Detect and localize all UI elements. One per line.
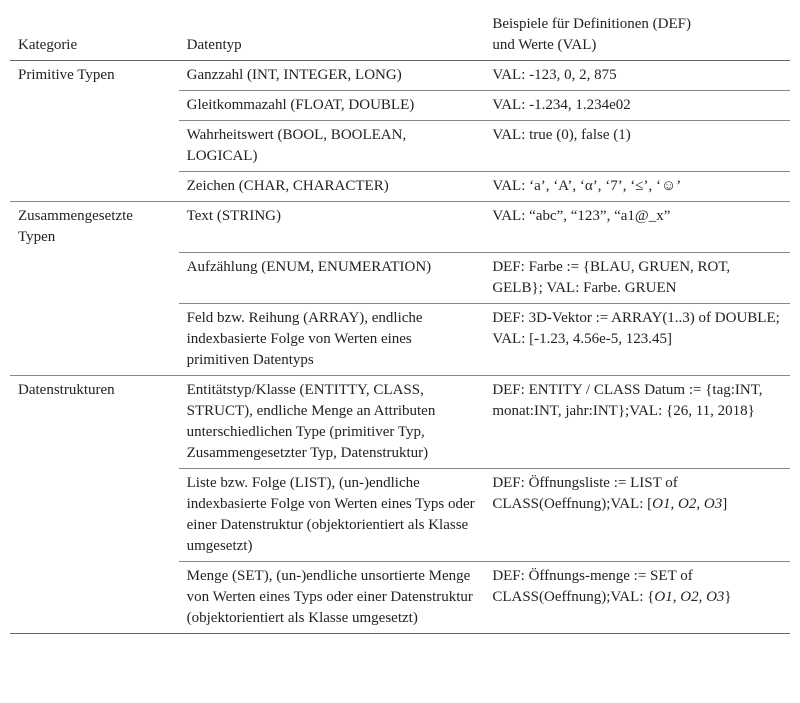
- cell-datentyp: Liste bzw. Folge (LIST), (un-)endliche i…: [179, 468, 485, 561]
- cell-kategorie: Datenstrukturen: [10, 375, 179, 468]
- table-row: DatenstrukturenEntitätstyp/Klasse (ENTIT…: [10, 375, 790, 468]
- cell-kategorie: Primitive Typen: [10, 61, 179, 91]
- col-header-datentyp: Datentyp: [179, 10, 485, 61]
- table-row: Liste bzw. Folge (LIST), (un-)endliche i…: [10, 468, 790, 561]
- cell-beispiele: VAL: -1.234, 1.234e02: [484, 91, 790, 121]
- col-header-kategorie: Kategorie: [10, 10, 179, 61]
- table-row: Feld bzw. Reihung (ARRAY), endliche inde…: [10, 303, 790, 375]
- table-row: Zusammengesetzte TypenText (STRING)VAL: …: [10, 202, 790, 253]
- cell-datentyp: Gleitkommazahl (FLOAT, DOUBLE): [179, 91, 485, 121]
- cell-beispiele: VAL: true (0), false (1): [484, 121, 790, 172]
- cell-beispiele: DEF: 3D-Vektor := ARRAY(1..3) of DOUBLE;…: [484, 303, 790, 375]
- cell-kategorie: [10, 252, 179, 303]
- cell-beispiele: VAL: “abc”, “123”, “a1@_x”: [484, 202, 790, 253]
- table-row: Zeichen (CHAR, CHARACTER)VAL: ‘a’, ‘A’, …: [10, 172, 790, 202]
- cell-kategorie: Zusammengesetzte Typen: [10, 202, 179, 253]
- cell-kategorie: [10, 303, 179, 375]
- cell-beispiele: DEF: Öffnungs-menge := SET of CLASS(Oeff…: [484, 561, 790, 633]
- cell-datentyp: Ganzzahl (INT, INTEGER, LONG): [179, 61, 485, 91]
- cell-datentyp: Text (STRING): [179, 202, 485, 253]
- cell-datentyp: Aufzählung (ENUM, ENUMERATION): [179, 252, 485, 303]
- cell-kategorie: [10, 121, 179, 172]
- table-body: Primitive TypenGanzzahl (INT, INTEGER, L…: [10, 61, 790, 634]
- table-row: Wahrheitswert (BOOL, BOOLEAN, LOGICAL)VA…: [10, 121, 790, 172]
- cell-kategorie: [10, 561, 179, 633]
- table-header-row: Kategorie Datentyp Beispiele für Definit…: [10, 10, 790, 61]
- table-row: Aufzählung (ENUM, ENUMERATION)DEF: Farbe…: [10, 252, 790, 303]
- cell-datentyp: Entitätstyp/Klasse (ENTITTY, CLASS, STRU…: [179, 375, 485, 468]
- cell-beispiele: DEF: ENTITY / CLASS Datum := {tag:INT, m…: [484, 375, 790, 468]
- cell-datentyp: Menge (SET), (un-)endliche unsortierte M…: [179, 561, 485, 633]
- cell-beispiele: DEF: Öffnungsliste := LIST of CLASS(Oeff…: [484, 468, 790, 561]
- cell-beispiele: DEF: Farbe := {BLAU, GRUEN, ROT, GELB}; …: [484, 252, 790, 303]
- cell-beispiele: VAL: -123, 0, 2, 875: [484, 61, 790, 91]
- table-row: Primitive TypenGanzzahl (INT, INTEGER, L…: [10, 61, 790, 91]
- cell-kategorie: [10, 172, 179, 202]
- col-header-beispiele: Beispiele für Definitionen (DEF) und Wer…: [484, 10, 790, 61]
- col-header-datentyp-label: Datentyp: [187, 37, 242, 53]
- cell-beispiele: VAL: ‘a’, ‘A’, ‘α’, ‘7’, ‘≤’, ‘☺’: [484, 172, 790, 202]
- cell-kategorie: [10, 468, 179, 561]
- cell-kategorie: [10, 91, 179, 121]
- col-header-kategorie-label: Kategorie: [18, 37, 77, 53]
- table-row: Gleitkommazahl (FLOAT, DOUBLE)VAL: -1.23…: [10, 91, 790, 121]
- col-header-beispiele-line1: Beispiele für Definitionen (DEF): [492, 16, 691, 32]
- datentyp-table: Kategorie Datentyp Beispiele für Definit…: [10, 10, 790, 634]
- table-row: Menge (SET), (un-)endliche unsortierte M…: [10, 561, 790, 633]
- cell-datentyp: Feld bzw. Reihung (ARRAY), endliche inde…: [179, 303, 485, 375]
- cell-datentyp: Zeichen (CHAR, CHARACTER): [179, 172, 485, 202]
- cell-datentyp: Wahrheitswert (BOOL, BOOLEAN, LOGICAL): [179, 121, 485, 172]
- col-header-beispiele-line2: und Werte (VAL): [492, 37, 596, 53]
